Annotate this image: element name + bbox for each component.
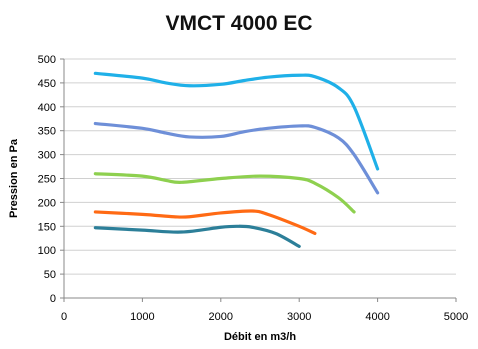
series-line-2 [93, 121, 380, 195]
y-tick-label: 250 [38, 174, 56, 186]
x-tick-label: 1000 [130, 311, 154, 323]
y-tick-label: 100 [38, 245, 56, 257]
y-tick-label: 50 [44, 269, 56, 281]
y-tick-label: 0 [50, 293, 56, 305]
series-line-4 [93, 209, 317, 236]
y-tick-label: 400 [38, 102, 56, 114]
x-tick-label: 2000 [209, 311, 233, 323]
y-tick-label: 200 [38, 197, 56, 209]
series-line-3 [93, 172, 356, 214]
y-axis-title: Pression en Pa [8, 138, 20, 218]
y-tick-label: 450 [38, 78, 56, 90]
y-tick-label: 350 [38, 126, 56, 138]
y-tick-label: 150 [38, 221, 56, 233]
series-line-5 [93, 224, 301, 248]
y-tick-label: 300 [38, 150, 56, 162]
series-line-1 [93, 71, 380, 171]
x-tick-label: 5000 [444, 311, 468, 323]
x-axis-title: Débit en m3/h [224, 331, 296, 343]
y-tick-label: 500 [38, 54, 56, 66]
x-tick-label: 0 [61, 311, 67, 323]
x-tick-label: 3000 [287, 311, 311, 323]
chart-title: VMCT 4000 EC [165, 12, 313, 35]
x-tick-label: 4000 [365, 311, 389, 323]
